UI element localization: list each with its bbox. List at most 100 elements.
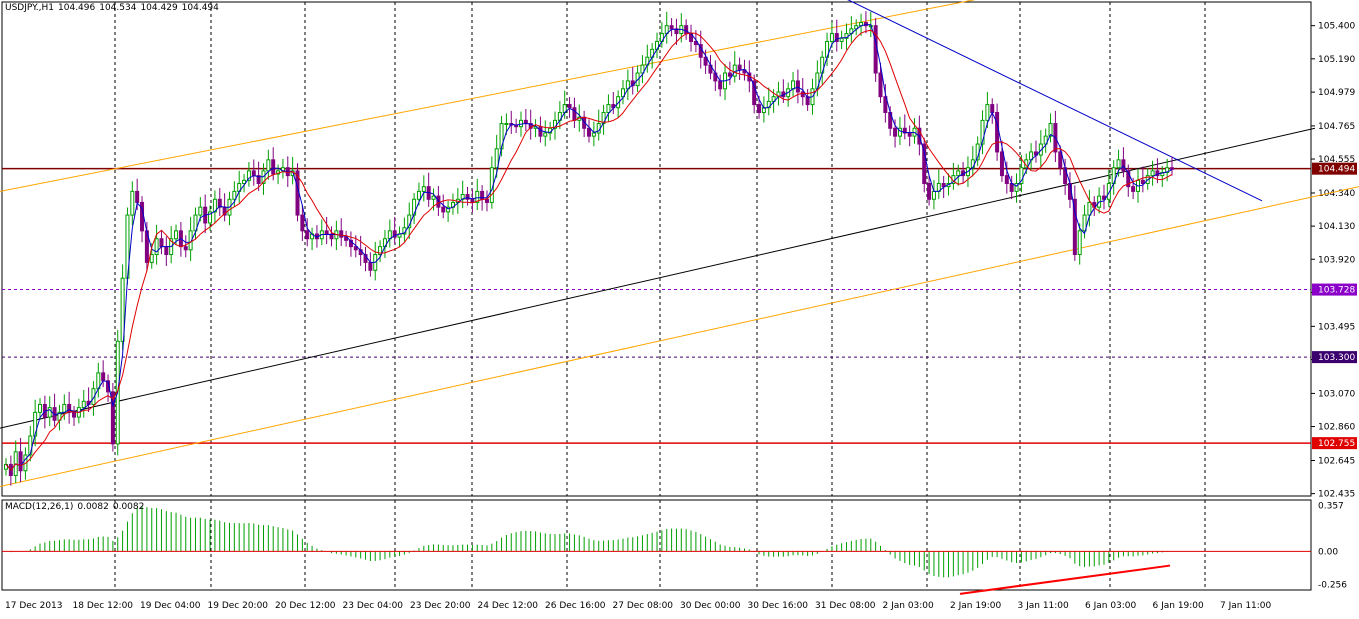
candle-body xyxy=(931,190,936,200)
y-tick-label: 104.555 xyxy=(1318,155,1355,165)
x-tick-label: 2 Jan 19:00 xyxy=(950,601,1002,611)
candle-body xyxy=(135,190,140,203)
candle-body xyxy=(927,183,932,200)
candle-body xyxy=(324,230,329,235)
candle-body xyxy=(718,80,723,90)
x-tick-label: 18 Dec 12:00 xyxy=(73,601,134,611)
macd-label: MACD(12,26,1) xyxy=(5,502,74,512)
candle-body xyxy=(752,80,757,106)
candle-body xyxy=(38,403,43,413)
candle-body xyxy=(67,403,72,413)
candle-body xyxy=(174,230,179,240)
channel-lower-line xyxy=(0,186,1359,488)
candle-body xyxy=(1077,230,1082,256)
candle-body xyxy=(446,206,451,213)
candle-body xyxy=(416,190,421,200)
candle-body xyxy=(183,246,188,251)
candle-body xyxy=(766,100,771,109)
macd-y-label: 0.357 xyxy=(1318,502,1344,512)
candle-body xyxy=(251,170,256,177)
candle-body xyxy=(1058,151,1063,169)
down-trendline xyxy=(847,0,1263,202)
price-level-label: 102.755 xyxy=(1318,439,1355,449)
candle-body xyxy=(591,132,596,137)
macd-y-label: 0.00 xyxy=(1318,547,1338,557)
candle-body xyxy=(805,96,810,106)
candle-body xyxy=(1087,201,1092,216)
candle-body xyxy=(208,211,213,224)
chart-info-line: USDJPY.,H1 104.496 104.534 104.429 104.494 xyxy=(5,3,223,13)
price-level-badge xyxy=(1312,283,1357,296)
trendline xyxy=(0,127,1316,429)
candle-body xyxy=(130,190,135,216)
candle-body xyxy=(1170,167,1174,170)
x-tick-label: 7 Jan 11:00 xyxy=(1220,601,1272,611)
candle-body xyxy=(567,104,572,109)
price-level-label: 103.300 xyxy=(1318,353,1355,363)
x-tick-label: 24 Dec 12:00 xyxy=(478,601,539,611)
candle-body xyxy=(344,236,349,241)
divergence-line xyxy=(959,564,1171,595)
macd-panel-frame xyxy=(1,499,1312,591)
candle-body xyxy=(732,64,737,77)
candle-body xyxy=(980,119,985,145)
price-level-badge xyxy=(1312,162,1357,175)
candle-body xyxy=(305,230,310,240)
y-tick-label: 105.190 xyxy=(1318,55,1355,65)
candle-body xyxy=(91,388,96,405)
candle-body xyxy=(392,230,397,238)
candle-body xyxy=(956,170,961,177)
ma-fast-line xyxy=(5,24,1173,471)
candle-body xyxy=(1038,143,1043,156)
candle-body xyxy=(1140,179,1145,185)
candle-body xyxy=(217,198,222,208)
macd-info-line: MACD(12,26,1) 0.0082 0.0082 xyxy=(5,502,148,512)
open-value: 104.496 xyxy=(58,3,96,13)
candle-body xyxy=(1131,186,1136,192)
candle-body xyxy=(1072,198,1077,256)
candle-body xyxy=(907,132,912,137)
x-tick-label: 19 Dec 20:00 xyxy=(208,601,269,611)
candle-body xyxy=(883,96,888,113)
candle-body xyxy=(795,80,800,93)
candle-body xyxy=(62,403,67,413)
candle-body xyxy=(101,372,106,382)
candle-body xyxy=(198,206,203,216)
candle-body xyxy=(1106,183,1111,200)
candle-body xyxy=(246,170,251,181)
y-tick-label: 103.495 xyxy=(1318,322,1355,332)
symbol-timeframe: USDJPY.,H1 xyxy=(5,3,55,13)
candle-body xyxy=(1048,123,1053,137)
candle-body xyxy=(81,400,86,409)
candle-body xyxy=(528,123,533,129)
candle-body xyxy=(339,230,344,238)
candle-body xyxy=(431,195,436,200)
candle-body xyxy=(1165,167,1170,173)
candle-body xyxy=(538,126,543,137)
x-tick-label: 30 Dec 00:00 xyxy=(680,601,741,611)
candle-body xyxy=(727,72,732,77)
high-value: 104.534 xyxy=(99,3,137,13)
x-tick-label: 20 Dec 12:00 xyxy=(275,601,336,611)
candle-body xyxy=(475,190,480,203)
candle-body xyxy=(18,451,23,472)
candle-body xyxy=(348,239,353,248)
candle-body xyxy=(1150,170,1155,177)
candle-body xyxy=(159,238,164,248)
y-tick-label: 103.070 xyxy=(1318,389,1355,399)
macd-y-label: -0.256 xyxy=(1318,580,1347,590)
x-tick-label: 6 Jan 19:00 xyxy=(1153,601,1205,611)
y-tick-label: 102.435 xyxy=(1318,490,1355,500)
candle-body xyxy=(470,198,475,203)
candle-body xyxy=(543,132,548,137)
y-tick-label: 104.979 xyxy=(1318,88,1355,98)
candle-body xyxy=(149,254,154,263)
candle-body xyxy=(1160,171,1165,177)
x-tick-label: 3 Jan 11:00 xyxy=(1018,601,1070,611)
candle-body xyxy=(674,28,679,35)
x-tick-label: 30 Dec 16:00 xyxy=(748,601,809,611)
candle-body xyxy=(28,435,33,456)
candle-body xyxy=(703,56,708,66)
